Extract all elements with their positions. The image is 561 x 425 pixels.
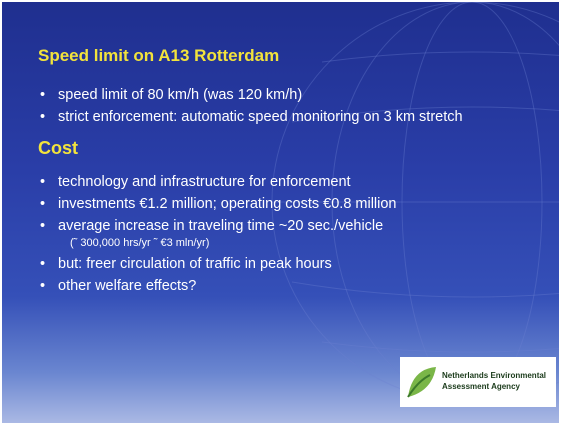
- logo-text: Netherlands Environmental: [442, 371, 547, 380]
- logo-icon: [407, 367, 436, 398]
- bullet-list: speed limit of 80 km/h (was 120 km/h) str…: [38, 86, 548, 126]
- bullet-item: other welfare effects?: [38, 277, 548, 295]
- bullet-item: average increase in traveling time ~20 s…: [38, 217, 548, 251]
- bullet-text: strict enforcement: automatic speed moni…: [58, 109, 463, 125]
- bullet-text: average increase in traveling time ~20 s…: [58, 218, 384, 234]
- bullet-item: speed limit of 80 km/h (was 120 km/h): [38, 86, 548, 104]
- bullet-text: technology and infrastructure for enforc…: [58, 174, 351, 190]
- bullet-text: investments €1.2 million; operating cost…: [58, 196, 397, 212]
- logo: Netherlands Environmental Assessment Age…: [400, 357, 556, 407]
- bullet-item: but: freer circulation of traffic in pea…: [38, 255, 548, 273]
- bullet-item: strict enforcement: automatic speed moni…: [38, 108, 548, 126]
- bullet-item: technology and infrastructure for enforc…: [38, 173, 548, 191]
- slide-content: Speed limit on A13 Rotterdam speed limit …: [38, 46, 548, 299]
- bullet-text: but: freer circulation of traffic in pea…: [58, 256, 332, 272]
- bullet-list: technology and infrastructure for enforc…: [38, 173, 548, 295]
- bullet-note: (˜ 300,000 hrs/yr ˜ €3 mln/yr): [70, 237, 210, 249]
- bullet-text: speed limit of 80 km/h (was 120 km/h): [58, 87, 303, 103]
- section-heading: Cost: [38, 138, 78, 158]
- bullet-text: other welfare effects?: [58, 278, 197, 294]
- bullet-item: investments €1.2 million; operating cost…: [38, 195, 548, 213]
- section-heading: Speed limit on A13 Rotterdam: [38, 46, 280, 65]
- logo-text: Assessment Agency: [442, 382, 520, 391]
